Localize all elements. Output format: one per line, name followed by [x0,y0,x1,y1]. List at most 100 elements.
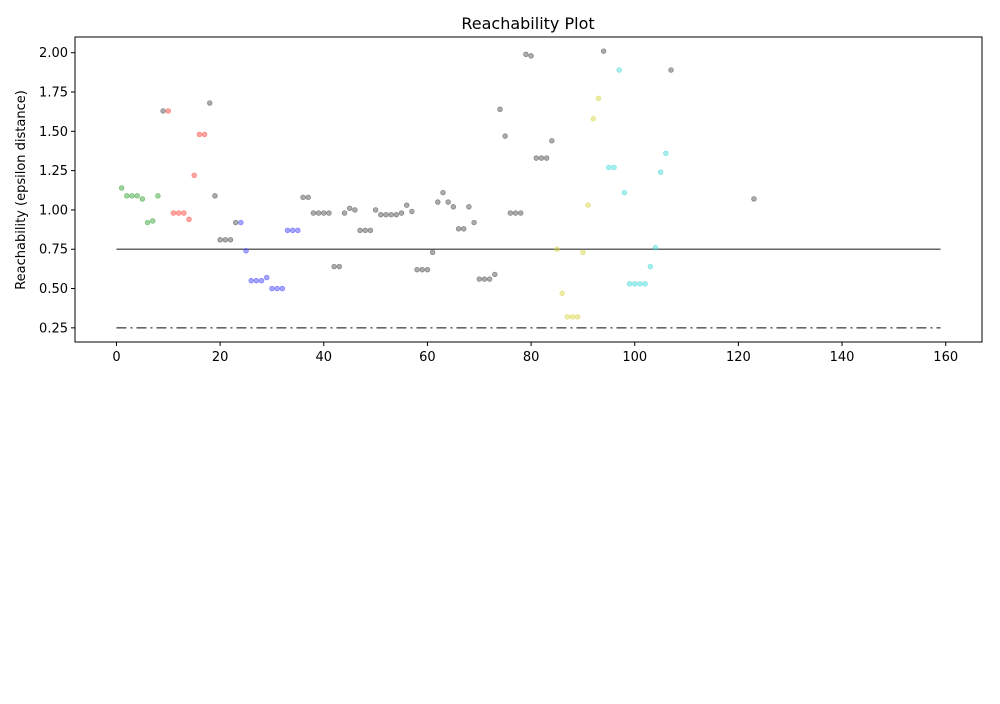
data-point [222,237,229,243]
data-point [321,210,327,216]
data-point [238,219,244,226]
data-point [575,314,581,320]
data-point [388,211,394,218]
data-point [248,277,254,284]
data-point [668,67,674,73]
data-point [538,155,545,161]
data-point [554,246,560,252]
data-point [580,249,586,256]
data-point [414,266,420,273]
data-point [134,193,140,199]
data-point [346,205,353,212]
data-point [637,281,643,287]
data-point [175,210,182,216]
data-point [393,211,400,218]
data-point [243,248,249,254]
data-point [652,244,659,251]
data-point [181,210,187,216]
data-point [486,276,493,282]
data-point [326,210,332,216]
data-point [445,199,451,205]
data-point [476,276,482,282]
data-point [616,67,622,73]
y-tick-label: 1.00 [39,203,68,218]
data-point [497,106,503,113]
data-point [533,155,539,161]
data-point [378,211,384,218]
chart-title: Reachability Plot [461,14,594,33]
data-point [549,138,555,144]
data-point [466,204,472,210]
data-point [336,263,343,270]
data-point [144,219,151,226]
data-point [357,227,363,234]
data-point [160,108,166,114]
data-point [269,285,275,292]
data-point [404,202,410,208]
data-point [118,185,125,191]
data-point [429,249,436,256]
data-point [492,271,498,278]
data-point [751,196,757,202]
data-point [585,202,591,208]
x-tick-label: 20 [212,350,229,365]
data-point [600,48,607,54]
data-point [621,189,628,196]
data-point [559,290,565,296]
data-point [352,207,358,213]
data-point [564,314,571,320]
data-point [258,277,265,284]
data-point [150,218,156,224]
data-point [481,276,488,282]
data-point [201,131,208,138]
data-point [647,263,653,270]
data-point [367,227,374,234]
data-point [232,219,239,226]
y-axis-ticks: 0.25 0.50 0.75 1.00 1.25 1.50 1.75 2.00 [39,46,75,336]
data-point [512,210,519,216]
data-point [440,189,446,196]
data-point [398,210,405,216]
data-point [383,211,389,218]
data-point [289,227,296,234]
data-point [569,314,576,320]
y-tick-label: 1.75 [39,86,68,101]
x-tick-label: 40 [316,350,333,365]
data-point [315,210,322,216]
plot-frame [74,36,983,343]
data-point [528,53,534,59]
data-point [461,226,467,232]
data-point [435,199,441,205]
reference-lines [116,248,941,329]
y-tick-label: 1.25 [39,164,68,179]
data-point [264,274,270,281]
data-point [523,51,529,57]
data-point [170,210,177,216]
data-point [310,210,317,216]
data-point [409,208,415,215]
data-point [595,95,602,102]
data-point [227,237,234,243]
data-point [129,193,135,199]
data-points [118,48,757,320]
data-point [295,227,301,234]
data-point [606,164,612,171]
data-point [217,237,223,243]
data-point [362,227,368,234]
data-point [419,266,425,273]
data-point [139,196,146,202]
x-tick-label: 60 [419,350,436,365]
data-point [341,210,348,216]
x-tick-label: 100 [622,350,647,365]
data-point [471,219,477,226]
data-point [191,172,197,179]
data-point [657,169,664,175]
data-point [331,263,337,270]
data-point [207,100,213,106]
data-point [424,266,431,273]
x-tick-label: 80 [523,350,540,365]
y-axis-label: Reachability (epsilon distance) [14,90,29,290]
data-point [455,226,462,232]
